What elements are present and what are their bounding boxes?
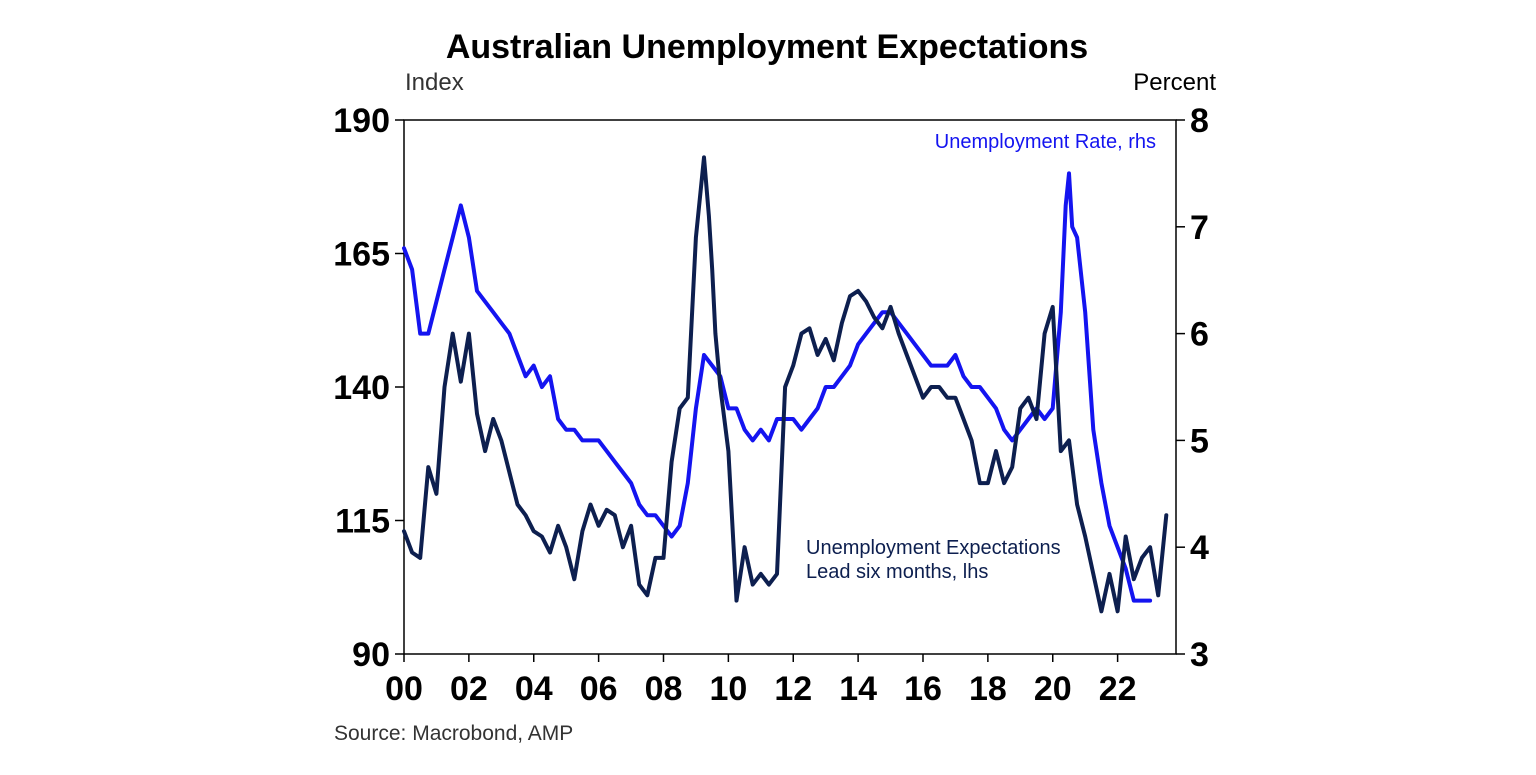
x-tick-label: 08 [645, 670, 683, 708]
right-axis-unit-label: Percent [1133, 69, 1216, 96]
x-tick-label: 06 [580, 670, 618, 708]
x-tick-label: 04 [515, 670, 553, 708]
right-tick-label: 8 [1190, 102, 1209, 140]
left-tick-label: 165 [333, 236, 390, 274]
x-tick-label: 12 [774, 670, 812, 708]
right-tick-label: 5 [1190, 422, 1209, 460]
right-tick-label: 6 [1190, 316, 1209, 354]
x-axis: 00 02 04 06 08 10 12 14 16 18 20 22 [385, 654, 1137, 708]
x-tick-label: 14 [839, 670, 877, 708]
source-note: Source: Macrobond, AMP [334, 722, 573, 745]
left-tick-label: 140 [333, 369, 390, 407]
left-axis-unit-label: Index [405, 69, 464, 96]
series-layer [402, 155, 1169, 614]
left-tick-label: 115 [335, 503, 390, 541]
series-line-unemployment-expectations [402, 155, 1169, 614]
annotation-unemployment-rate: Unemployment Rate, rhs [935, 131, 1156, 153]
annotation-expectations-line2: Lead six months, lhs [806, 561, 988, 583]
x-tick-label: 16 [904, 670, 942, 708]
x-tick-label: 10 [709, 670, 747, 708]
x-tick-label: 00 [385, 670, 423, 708]
plot-frame [403, 119, 1177, 655]
left-axis: 90 115 140 165 190 [333, 102, 404, 674]
right-axis: 3 4 5 6 7 8 [1176, 102, 1209, 674]
x-tick-label: 22 [1099, 670, 1137, 708]
x-tick-label: 18 [969, 670, 1007, 708]
left-tick-label: 90 [352, 636, 390, 674]
x-tick-label: 02 [450, 670, 488, 708]
x-tick-label: 20 [1034, 670, 1072, 708]
left-tick-label: 190 [333, 102, 390, 140]
right-tick-label: 3 [1190, 636, 1209, 674]
right-tick-label: 7 [1190, 209, 1209, 247]
chart-title: Australian Unemployment Expectations [446, 28, 1088, 66]
right-tick-label: 4 [1190, 529, 1209, 567]
annotation-expectations-line1: Unemployment Expectations [806, 537, 1061, 559]
